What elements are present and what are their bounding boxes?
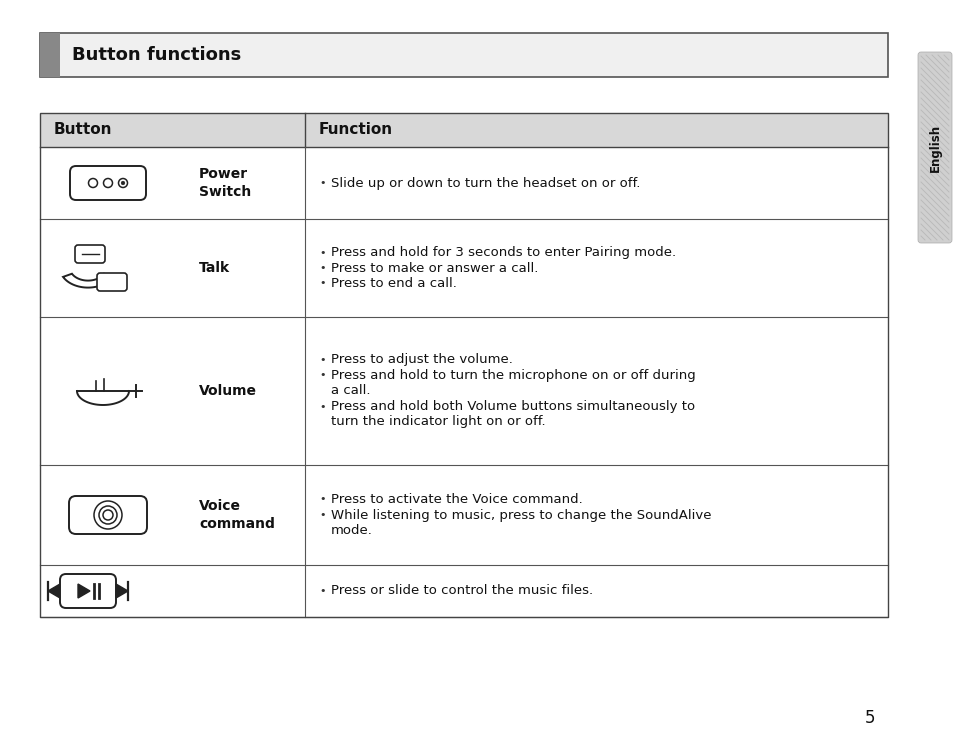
- Text: Button functions: Button functions: [71, 46, 241, 64]
- Text: Slide up or down to turn the headset on or off.: Slide up or down to turn the headset on …: [331, 177, 639, 189]
- Text: Voice
command: Voice command: [199, 499, 274, 531]
- Bar: [40, 219, 887, 317]
- Text: While listening to music, press to change the SoundAlive: While listening to music, press to chang…: [331, 508, 711, 522]
- Polygon shape: [116, 584, 128, 598]
- Text: Press to end a call.: Press to end a call.: [331, 277, 456, 290]
- FancyBboxPatch shape: [60, 574, 116, 608]
- Bar: [40, 113, 887, 617]
- Text: •: •: [318, 355, 325, 365]
- Text: •: •: [318, 263, 325, 273]
- Text: •: •: [318, 586, 325, 596]
- Text: Press to make or answer a call.: Press to make or answer a call.: [331, 261, 537, 275]
- Text: Volume: Volume: [199, 384, 256, 398]
- Text: •: •: [318, 401, 325, 412]
- FancyBboxPatch shape: [917, 52, 951, 243]
- Bar: [40, 33, 60, 77]
- Bar: [40, 33, 887, 77]
- Text: Function: Function: [318, 122, 393, 137]
- Text: Talk: Talk: [199, 261, 230, 275]
- Text: •: •: [318, 178, 325, 188]
- Text: •: •: [318, 278, 325, 289]
- Text: English: English: [927, 123, 941, 171]
- Text: Press to adjust the volume.: Press to adjust the volume.: [331, 353, 513, 367]
- FancyBboxPatch shape: [75, 245, 105, 263]
- FancyBboxPatch shape: [69, 496, 147, 534]
- Text: 5: 5: [863, 709, 874, 727]
- Bar: [40, 565, 887, 617]
- Text: •: •: [318, 248, 325, 257]
- Text: Press and hold to turn the microphone on or off during: Press and hold to turn the microphone on…: [331, 369, 695, 382]
- Bar: [40, 465, 887, 565]
- Text: a call.: a call.: [331, 384, 370, 398]
- Bar: [40, 113, 887, 147]
- Polygon shape: [78, 584, 90, 598]
- Ellipse shape: [89, 179, 97, 188]
- Text: Press or slide to control the music files.: Press or slide to control the music file…: [331, 585, 593, 597]
- Bar: [40, 147, 887, 219]
- Text: Button: Button: [54, 122, 112, 137]
- Ellipse shape: [118, 179, 128, 188]
- FancyBboxPatch shape: [70, 166, 146, 200]
- Text: Power
Switch: Power Switch: [199, 167, 251, 199]
- Text: Press and hold both Volume buttons simultaneously to: Press and hold both Volume buttons simul…: [331, 400, 695, 413]
- Bar: [40, 317, 887, 465]
- Text: Press to activate the Voice command.: Press to activate the Voice command.: [331, 493, 582, 506]
- Ellipse shape: [121, 181, 125, 185]
- Text: Press and hold for 3 seconds to enter Pairing mode.: Press and hold for 3 seconds to enter Pa…: [331, 246, 676, 259]
- Polygon shape: [48, 584, 60, 598]
- Text: •: •: [318, 370, 325, 381]
- Text: turn the indicator light on or off.: turn the indicator light on or off.: [331, 416, 545, 428]
- FancyBboxPatch shape: [97, 273, 127, 291]
- Text: mode.: mode.: [331, 524, 373, 537]
- Text: •: •: [318, 494, 325, 505]
- Text: •: •: [318, 510, 325, 520]
- Ellipse shape: [103, 179, 112, 188]
